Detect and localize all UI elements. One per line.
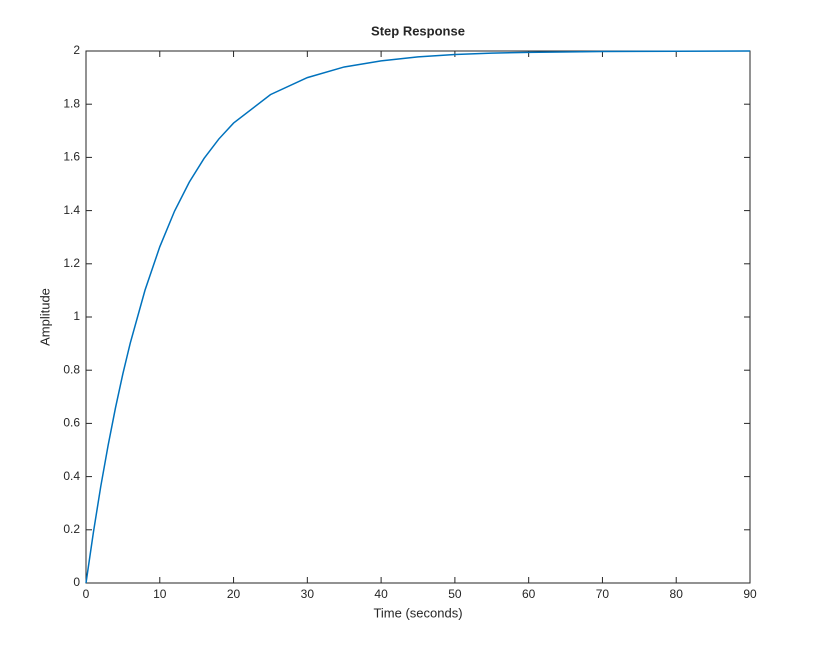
- plot-area: [85, 50, 751, 584]
- x-tick-label: 0: [83, 587, 90, 601]
- y-tick-label: 1.8: [63, 96, 80, 110]
- x-tick-label: 20: [227, 587, 241, 601]
- x-tick-label: 80: [670, 587, 684, 601]
- y-tick-label: 1.2: [63, 256, 80, 270]
- x-tick-label: 10: [153, 587, 167, 601]
- y-tick-label: 1.4: [63, 203, 80, 217]
- y-tick-label: 1.6: [63, 150, 80, 164]
- y-tick-label: 0.2: [63, 522, 80, 536]
- y-tick-label: 1: [73, 309, 80, 323]
- y-tick-label: 2: [73, 43, 80, 57]
- x-tick-label: 70: [596, 587, 610, 601]
- x-tick-label: 40: [374, 587, 388, 601]
- y-tick-label: 0.4: [63, 469, 80, 483]
- x-axis-label: Time (seconds): [373, 605, 462, 620]
- y-tick-label: 0.8: [63, 362, 80, 376]
- line: [85, 50, 751, 584]
- x-tick-label: 60: [522, 587, 536, 601]
- chart-title: Step Response: [371, 23, 465, 38]
- y-tick-label: 0.6: [63, 416, 80, 430]
- y-tick-label: 0: [73, 575, 80, 589]
- y-axis-label: Amplitude: [37, 288, 52, 346]
- x-tick-label: 30: [301, 587, 315, 601]
- x-tick-label: 50: [448, 587, 462, 601]
- x-tick-label: 90: [743, 587, 757, 601]
